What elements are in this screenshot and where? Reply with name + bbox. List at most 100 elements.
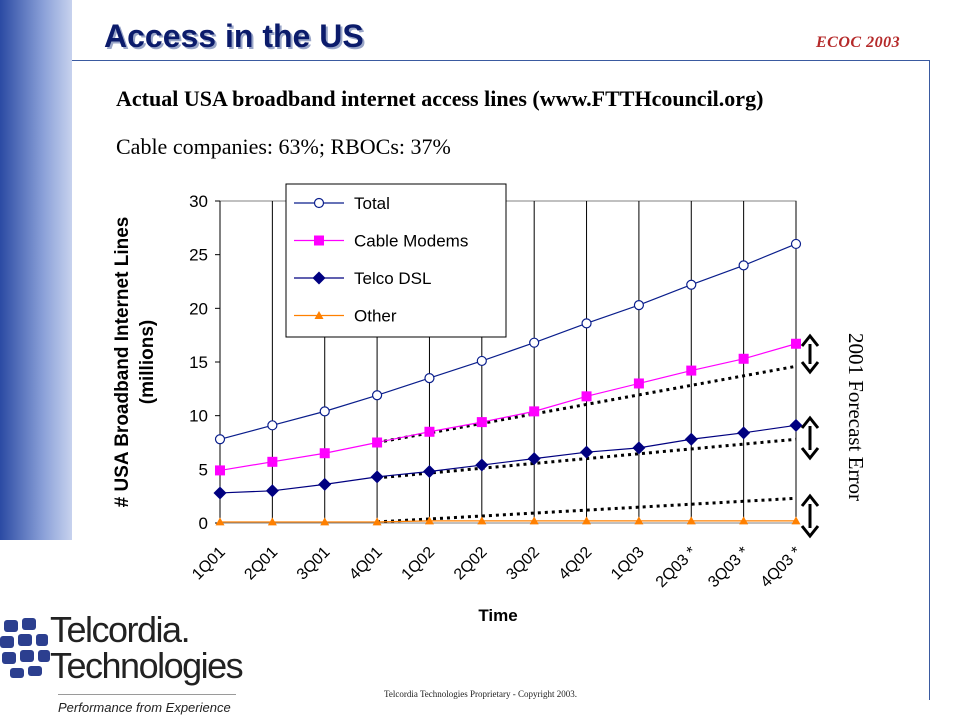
data-point-total — [738, 260, 749, 271]
y-tick-label: 0 — [199, 514, 208, 533]
data-point-total — [371, 390, 383, 401]
forecast-error-arrow-other-head-bottom — [800, 525, 820, 539]
logo-wordmark-line1: Telcordia. — [50, 609, 191, 650]
legend-label-other: Other — [354, 307, 397, 326]
legend-box — [285, 183, 507, 338]
data-point-cable-modems — [476, 417, 487, 428]
forecast-error-arrow-dsl-head-bottom — [800, 447, 820, 461]
forecast-error-arrow-dsl-head-top — [800, 415, 820, 429]
data-point-cable-modems — [738, 353, 749, 364]
x-tick-label: 2Q03 * — [653, 544, 700, 591]
conference-label: ECOC 2003 — [816, 34, 901, 51]
data-point-other — [477, 516, 487, 525]
x-tick-label: 3Q03 * — [705, 544, 752, 591]
copyright-footer: Telcordia Technologies Proprietary - Cop… — [384, 689, 578, 699]
data-point-telco-dsl — [265, 484, 279, 498]
data-point-other — [634, 516, 644, 525]
logo-tagline: Performance from Experience — [58, 700, 231, 715]
data-point-cable-modems — [581, 391, 592, 402]
data-point-other — [372, 517, 382, 526]
legend-label-total: Total — [354, 194, 390, 213]
logo-wordmark-line2: Technologies — [50, 645, 244, 686]
x-tick-label: 3Q02 — [503, 544, 543, 584]
data-point-telco-dsl — [422, 464, 436, 478]
series-line-telco-dsl — [219, 424, 797, 494]
data-point-other — [529, 516, 539, 525]
data-point-telco-dsl — [789, 418, 803, 432]
data-point-total — [529, 337, 540, 348]
chart-headline: Actual USA broadband internet access lin… — [116, 86, 764, 111]
x-tick-label: 4Q03 * — [758, 544, 805, 591]
data-point-total — [686, 279, 697, 290]
series-line-cable-modems — [219, 343, 797, 471]
legend-label-telco-dsl: Telco DSL — [354, 269, 431, 288]
x-tick-label: 2Q02 — [451, 544, 491, 584]
logo-divider — [58, 694, 236, 695]
data-point-telco-dsl — [737, 426, 751, 440]
data-point-total — [476, 355, 487, 367]
left-accent-bar — [0, 0, 72, 540]
data-point-total — [790, 238, 802, 250]
data-point-total — [214, 434, 226, 445]
x-tick-label: 1Q01 — [189, 544, 229, 584]
telcordia-logo: Telcordia. Technologies Performance from… — [0, 612, 250, 720]
forecast-error-arrow-cable-head-bottom — [800, 361, 820, 375]
data-point-telco-dsl — [475, 458, 489, 472]
y-tick-label: 5 — [199, 460, 208, 479]
data-point-other — [215, 517, 225, 526]
x-tick-label: 1Q03 — [608, 544, 648, 584]
data-point-telco-dsl — [213, 486, 227, 500]
data-point-other — [267, 517, 277, 526]
forecast-error-arrow-cable-head-top — [800, 333, 820, 347]
x-tick-label: 4Q02 — [556, 544, 596, 584]
data-point-telco-dsl — [527, 452, 541, 466]
data-point-cable-modems — [319, 448, 330, 459]
data-point-other — [791, 516, 801, 525]
data-point-telco-dsl — [318, 477, 332, 491]
y-axis-title-line1: # USA Broadband Internet Lines — [112, 217, 133, 508]
slide-title: Access in the US — [104, 18, 364, 54]
forecast-error-arrow-other-head-top — [800, 493, 820, 507]
data-point-other — [739, 516, 749, 525]
frame-right-rule — [929, 60, 930, 700]
data-point-cable-modems — [424, 426, 435, 437]
data-point-total — [581, 318, 592, 329]
data-point-telco-dsl — [580, 445, 594, 459]
data-point-total — [319, 406, 330, 417]
data-point-cable-modems — [372, 437, 383, 448]
x-tick-label: 3Q01 — [294, 544, 334, 584]
x-tick-label: 4Q01 — [346, 544, 386, 584]
data-point-other — [424, 516, 434, 525]
data-point-total — [424, 373, 435, 384]
data-point-cable-modems — [686, 365, 697, 376]
data-point-telco-dsl — [370, 470, 384, 484]
data-point-telco-dsl — [632, 441, 646, 455]
forecast-line — [376, 364, 797, 444]
data-point-cable-modems — [529, 406, 540, 417]
y-axis-title-line2: (millions) — [137, 320, 158, 404]
market-share-note: Cable companies: 63%; RBOCs: 37% — [116, 134, 451, 159]
data-point-telco-dsl — [684, 432, 698, 446]
frame-top-rule — [72, 60, 930, 61]
data-point-cable-modems — [791, 338, 801, 349]
data-point-other — [320, 517, 330, 526]
legend-marker-other — [314, 311, 324, 319]
data-point-cable-modems — [267, 456, 278, 467]
legend-marker-telco-dsl — [312, 271, 326, 285]
data-point-other — [686, 516, 696, 525]
data-point-cable-modems — [215, 465, 225, 476]
y-tick-label: 25 — [189, 246, 208, 265]
data-point-total — [633, 300, 645, 311]
legend-label-cable-modems: Cable Modems — [354, 232, 468, 251]
x-axis-title: Time — [478, 606, 517, 625]
x-tick-label: 1Q02 — [399, 544, 439, 584]
legend-marker-cable-modems — [314, 235, 324, 246]
forecast-error-annotation: 2001 Forecast Error — [844, 333, 868, 501]
series-line-other — [220, 520, 796, 523]
data-point-other — [582, 516, 592, 525]
telcordia-globe-icon — [0, 618, 50, 678]
legend-marker-total — [313, 197, 325, 209]
y-tick-label: 20 — [189, 299, 208, 318]
series-line-total — [219, 243, 797, 440]
